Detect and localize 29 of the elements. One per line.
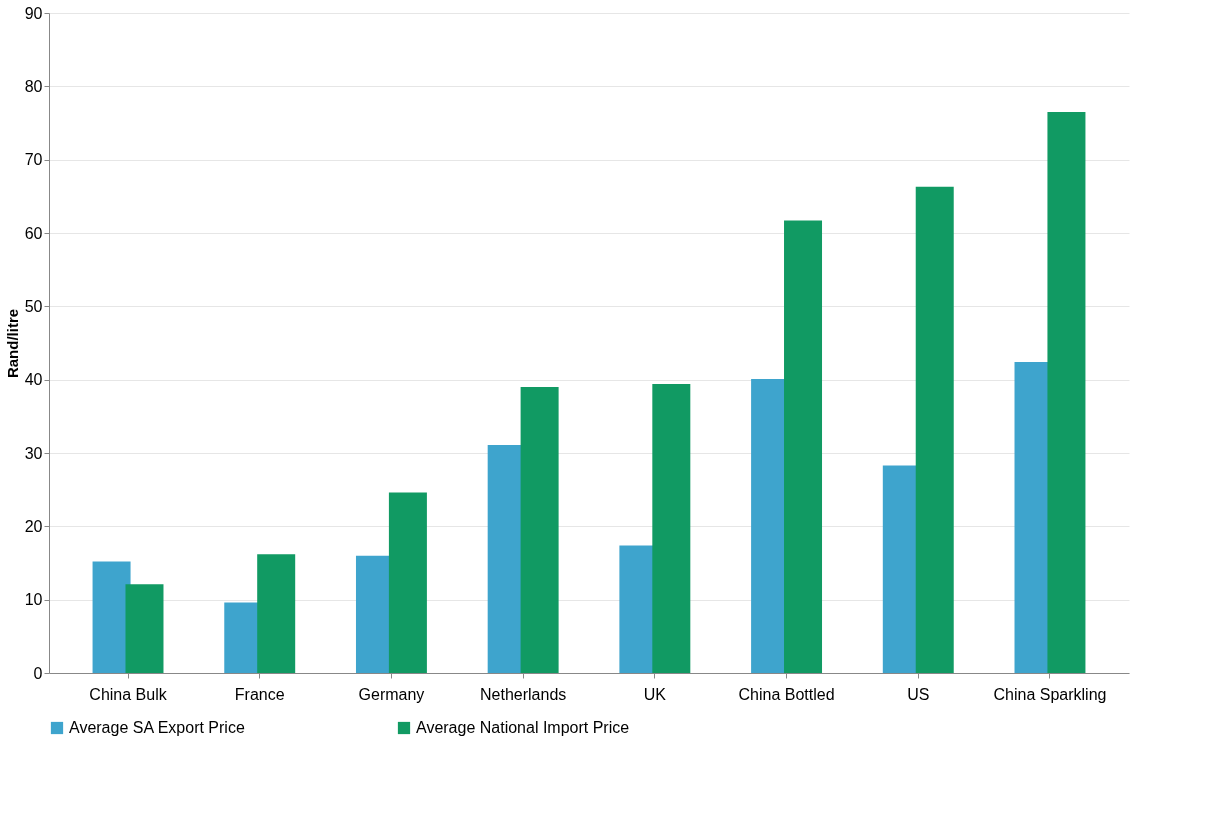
bar <box>257 554 296 673</box>
bar <box>125 584 164 673</box>
bar <box>388 492 427 673</box>
x-tick-label: US <box>907 685 930 703</box>
legend-label: Average SA Export Price <box>69 719 245 736</box>
bar <box>520 387 559 673</box>
y-tick-label: 90 <box>24 4 43 22</box>
x-tick-label: China Bottled <box>738 685 835 703</box>
y-tick-label: 50 <box>24 297 43 315</box>
y-tick-label: 20 <box>24 517 43 535</box>
x-tick-label: China Bulk <box>89 685 168 703</box>
bar <box>915 186 954 673</box>
bar <box>784 220 823 673</box>
y-tick-label: 40 <box>24 371 43 389</box>
legend-label: Average National Import Price <box>416 719 630 736</box>
x-tick-label: UK <box>643 685 667 703</box>
bar <box>1047 112 1086 673</box>
y-tick-label: 80 <box>24 77 43 95</box>
y-tick-label: 70 <box>24 151 43 169</box>
x-tick-label: France <box>234 685 285 703</box>
x-tick-label: Netherlands <box>480 685 567 703</box>
y-axis-title: Rand/litre <box>3 308 21 379</box>
y-tick-label: 0 <box>33 664 43 682</box>
y-tick-label: 30 <box>24 444 43 462</box>
x-tick-label: Germany <box>358 685 425 703</box>
x-tick-label: China Sparkling <box>993 685 1107 703</box>
y-tick-label: 60 <box>24 224 43 242</box>
y-tick-label: 10 <box>24 591 43 609</box>
bar <box>652 384 691 673</box>
